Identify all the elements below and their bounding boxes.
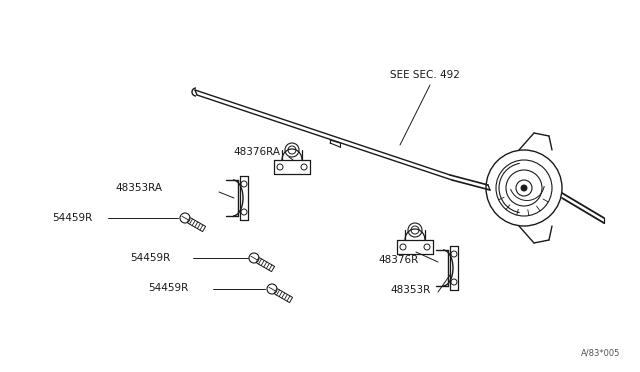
Text: A/83*005: A/83*005 [580,349,620,358]
Text: 54459R: 54459R [52,213,92,223]
Text: 54459R: 54459R [148,283,188,293]
Text: 48353R: 48353R [390,285,430,295]
Circle shape [521,185,527,191]
Text: 48376RA: 48376RA [233,147,280,157]
Text: SEE SEC. 492: SEE SEC. 492 [390,70,460,80]
Text: 48376R: 48376R [378,255,419,265]
Text: 48353RA: 48353RA [115,183,162,193]
Text: 54459R: 54459R [130,253,170,263]
